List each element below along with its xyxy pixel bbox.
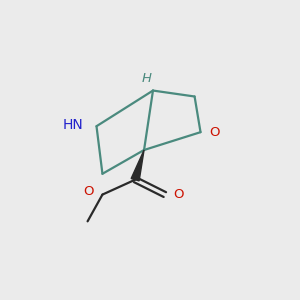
Text: O: O	[84, 184, 94, 197]
Text: O: O	[209, 126, 219, 139]
Text: HN: HN	[62, 118, 83, 132]
Polygon shape	[131, 150, 144, 181]
Text: O: O	[173, 188, 184, 201]
Text: H: H	[141, 72, 152, 85]
